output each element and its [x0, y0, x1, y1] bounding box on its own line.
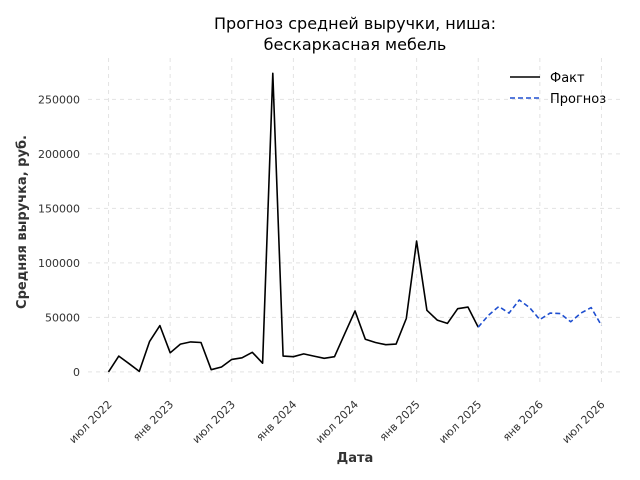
grid — [88, 58, 622, 385]
x-tick-labels: июл 2022 янв 2023 июл 2023 янв 2024 июл 2024… — [67, 398, 608, 446]
legend-label-fact: Факт — [550, 71, 585, 86]
y-axis-label: Средняя выручка, руб. — [15, 135, 30, 309]
x-tick-label: июл 2025 — [436, 398, 484, 446]
y-tick-label: 50000 — [45, 311, 80, 324]
y-tick-label: 100000 — [38, 257, 80, 270]
chart-title-line-2: бескаркасная мебель — [264, 35, 447, 54]
legend-label-forecast: Прогноз — [550, 92, 606, 107]
x-tick-label: июл 2026 — [560, 398, 608, 446]
x-tick-label: июл 2023 — [190, 398, 238, 446]
x-tick-label: янв 2026 — [500, 398, 546, 444]
chart-title: Прогноз средней выручки, ниша: бескаркас… — [214, 14, 496, 54]
x-tick-label: июл 2022 — [67, 398, 115, 446]
y-tick-label: 200000 — [38, 148, 80, 161]
y-tick-label: 250000 — [38, 93, 80, 106]
x-tick-label: янв 2023 — [130, 398, 176, 444]
x-axis-label: Дата — [337, 451, 374, 466]
y-tick-labels: 0 50000 100000 150000 200000 250000 — [38, 93, 80, 379]
chart-title-line-1: Прогноз средней выручки, ниша: — [214, 14, 496, 33]
y-tick-label: 150000 — [38, 202, 80, 215]
series-line-fact — [107, 72, 479, 373]
y-tick-label: 0 — [73, 366, 80, 379]
series-lines — [107, 72, 603, 373]
x-tick-label: янв 2025 — [377, 398, 423, 444]
x-tick-label: июл 2024 — [313, 398, 361, 446]
legend: Факт Прогноз — [510, 71, 606, 107]
x-tick-label: янв 2024 — [254, 398, 300, 444]
